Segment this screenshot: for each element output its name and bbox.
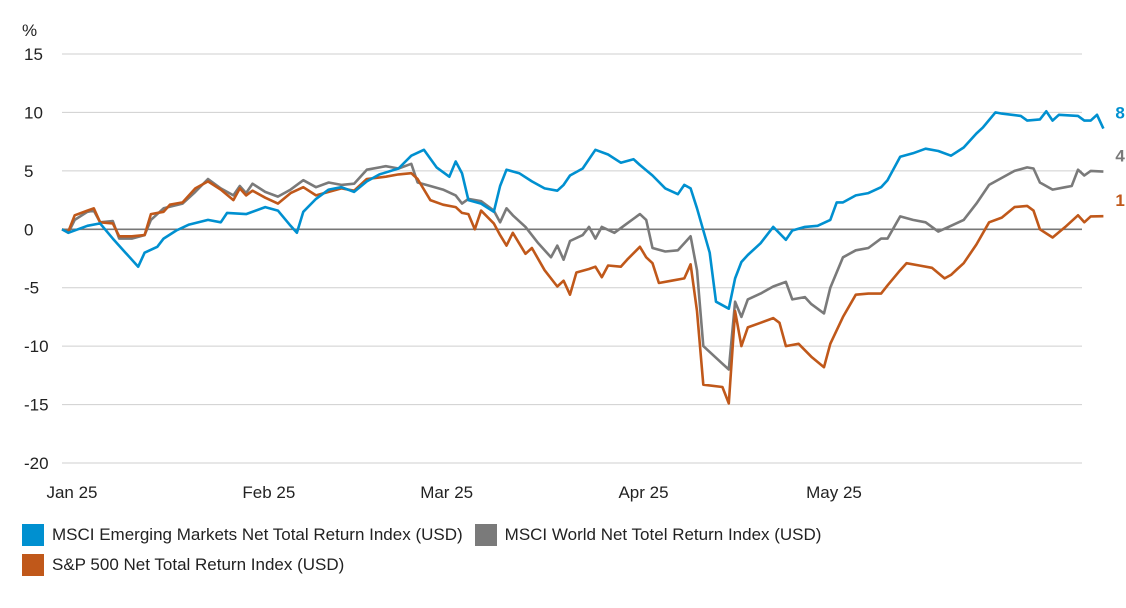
- legend-label-sp500: S&P 500 Net Total Return Index (USD): [52, 555, 345, 574]
- legend-label-em: MSCI Emerging Markets Net Total Return I…: [52, 525, 463, 544]
- legend-swatch-world: [474, 524, 497, 546]
- series-line: [61, 162, 1104, 371]
- y-tick-label: 15: [24, 45, 43, 64]
- y-axis-label: %: [22, 21, 37, 40]
- y-tick-label: -5: [24, 279, 39, 298]
- end-labels: 8.62 4.94 1.12: [1115, 104, 1126, 211]
- legend-swatch-em: [22, 524, 44, 546]
- legend: MSCI Emerging Markets Net Total Return I…: [22, 520, 1102, 580]
- legend-item-world: MSCI World Net Totel Return Index (USD): [474, 521, 822, 549]
- y-tick-label: 0: [24, 220, 33, 239]
- x-tick-label: Jan 25: [46, 483, 97, 502]
- legend-item-em: MSCI Emerging Markets Net Total Return I…: [22, 521, 463, 549]
- x-tick-label: Feb 25: [242, 483, 295, 502]
- y-tick-label: 5: [24, 162, 33, 181]
- x-tick-label: Apr 25: [618, 483, 668, 502]
- y-tick-label: -15: [24, 396, 49, 415]
- end-value-label: 4.94: [1115, 147, 1126, 166]
- series-lines: [61, 110, 1105, 405]
- series-line: [61, 110, 1105, 310]
- end-value-label: 1.12: [1115, 191, 1126, 210]
- x-tick-label: May 25: [806, 483, 862, 502]
- end-value-label: 8.62: [1115, 104, 1126, 123]
- line-chart: 15 10 5 0 -5 -10 -15 -20 Jan 25 Feb 25 Mar 25 Apr …: [22, 21, 1126, 502]
- y-tick-label: -20: [24, 454, 49, 473]
- y-axis: 15 10 5 0 -5 -10 -15 -20: [24, 45, 49, 473]
- y-tick-label: -10: [24, 337, 49, 356]
- legend-item-sp500: S&P 500 Net Total Return Index (USD): [22, 551, 344, 579]
- x-tick-label: Mar 25: [420, 483, 473, 502]
- x-axis: Jan 25 Feb 25 Mar 25 Apr 25 May 25: [46, 483, 861, 502]
- legend-swatch-sp500: [22, 554, 44, 576]
- legend-label-world: MSCI World Net Totel Return Index (USD): [504, 525, 822, 544]
- grid: [62, 53, 1082, 464]
- series-line: [61, 171, 1104, 405]
- y-tick-label: 10: [24, 103, 43, 122]
